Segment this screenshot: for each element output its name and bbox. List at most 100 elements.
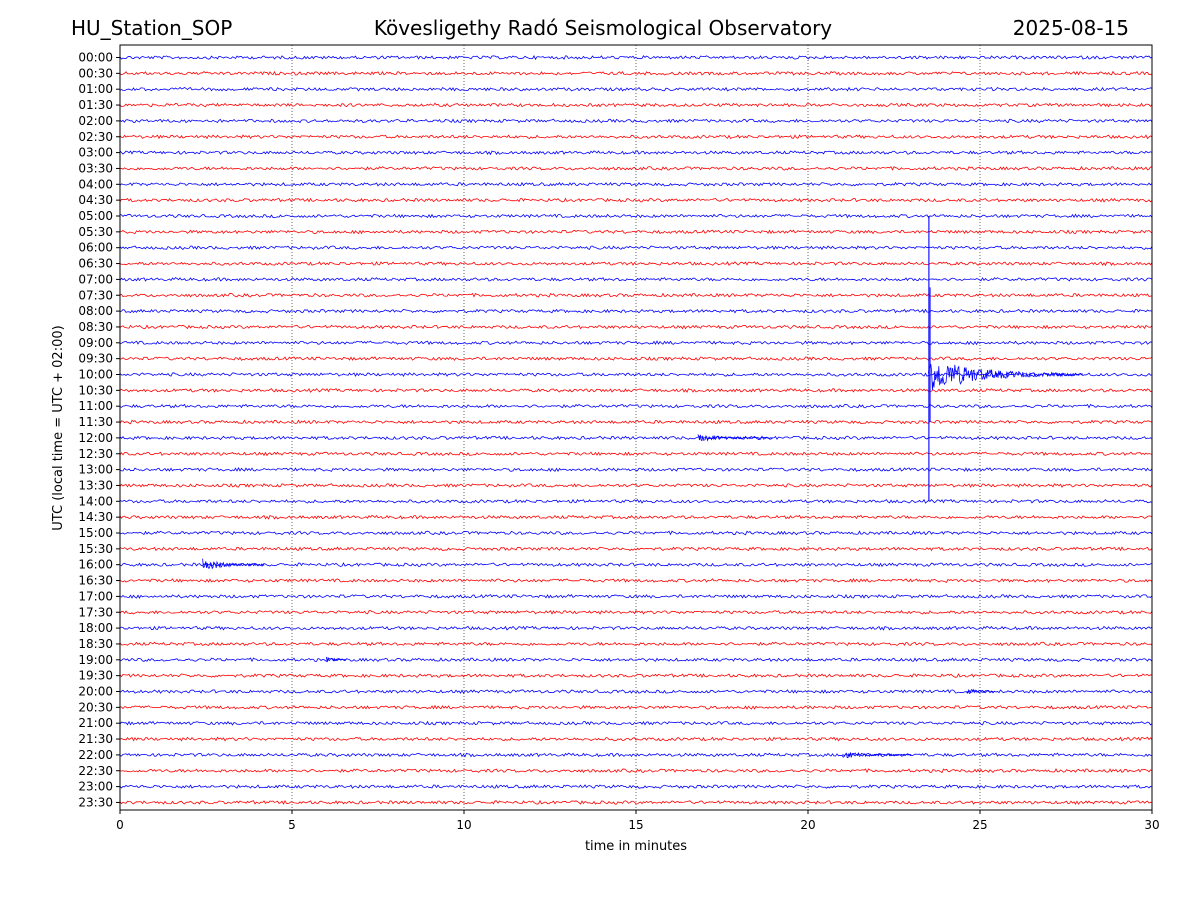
trace-line xyxy=(119,657,1153,663)
event-waveform xyxy=(966,688,994,694)
y-tick-label: 05:30 xyxy=(78,225,113,239)
trace-line xyxy=(119,720,1153,726)
trace-line xyxy=(119,736,1153,742)
y-tick-label: 18:00 xyxy=(78,621,113,635)
x-tick-label: 25 xyxy=(972,818,987,832)
trace-line xyxy=(119,577,1153,584)
y-tick-label: 16:30 xyxy=(78,574,113,588)
x-tick-label: 20 xyxy=(800,818,815,832)
y-axis-label: UTC (local time = UTC + 02:00) xyxy=(51,325,66,530)
y-tick-label: 00:00 xyxy=(78,51,113,65)
y-tick-label: 18:30 xyxy=(78,637,113,651)
trace-line xyxy=(119,372,1153,377)
y-tick-label: 04:00 xyxy=(78,177,113,191)
trace-line xyxy=(119,704,1153,710)
trace-line xyxy=(119,641,1153,647)
y-tick-label: 13:30 xyxy=(78,478,113,492)
trace-line xyxy=(119,55,1153,61)
y-tick-label: 15:30 xyxy=(78,542,113,556)
trace-line xyxy=(119,356,1153,362)
trace-line xyxy=(119,70,1153,76)
y-tick-label: 07:00 xyxy=(78,272,113,286)
trace-line xyxy=(119,593,1153,599)
y-tick-label: 09:00 xyxy=(78,336,113,350)
trace-line xyxy=(119,229,1153,235)
trace-line xyxy=(119,387,1153,393)
trace-line xyxy=(119,483,1153,488)
y-tick-label: 21:00 xyxy=(78,716,113,730)
trace-line xyxy=(119,467,1153,473)
y-tick-label: 20:30 xyxy=(78,700,113,714)
trace-line xyxy=(119,261,1153,267)
x-tick-label: 30 xyxy=(1144,818,1159,832)
y-tick-label: 02:00 xyxy=(78,114,113,128)
y-tick-label: 03:30 xyxy=(78,161,113,175)
y-tick-label: 09:30 xyxy=(78,352,113,366)
y-tick-label: 23:30 xyxy=(78,795,113,809)
trace-line xyxy=(119,562,1153,568)
x-tick-label: 10 xyxy=(456,818,471,832)
trace-line xyxy=(119,324,1153,330)
trace-line xyxy=(119,403,1153,409)
trace-line xyxy=(119,435,1153,441)
y-tick-label: 12:00 xyxy=(78,431,113,445)
y-tick-label: 19:00 xyxy=(78,653,113,667)
y-tick-label: 08:30 xyxy=(78,320,113,334)
y-tick-label: 06:30 xyxy=(78,257,113,271)
event-waveform xyxy=(202,558,265,570)
y-tick-label: 10:30 xyxy=(78,383,113,397)
trace-line xyxy=(119,546,1153,552)
y-tick-label: 14:30 xyxy=(78,510,113,524)
y-tick-label: 21:30 xyxy=(78,732,113,746)
trace-line xyxy=(119,150,1153,156)
trace-line xyxy=(119,530,1153,536)
trace-line xyxy=(119,118,1153,124)
trace-line xyxy=(119,292,1153,298)
trace-line xyxy=(119,625,1153,631)
trace-line xyxy=(119,134,1153,140)
trace-line xyxy=(119,308,1153,314)
y-tick-label: 22:30 xyxy=(78,764,113,778)
y-tick-label: 11:30 xyxy=(78,415,113,429)
trace-line xyxy=(119,784,1153,789)
y-tick-label: 12:30 xyxy=(78,447,113,461)
y-tick-label: 03:00 xyxy=(78,146,113,160)
y-tick-label: 07:30 xyxy=(78,288,113,302)
trace-line xyxy=(119,197,1153,203)
y-tick-label: 14:00 xyxy=(78,494,113,508)
trace-line xyxy=(119,86,1153,92)
y-tick-label: 17:00 xyxy=(78,589,113,603)
trace-line xyxy=(119,689,1153,694)
trace-line xyxy=(119,498,1153,504)
trace-line xyxy=(119,340,1153,346)
event-waveform xyxy=(842,752,912,759)
event-waveform xyxy=(928,364,1084,390)
y-tick-label: 08:00 xyxy=(78,304,113,318)
event-waveform xyxy=(697,434,774,442)
event-waveform xyxy=(326,656,347,663)
trace-line xyxy=(119,673,1153,679)
y-tick-label: 16:00 xyxy=(78,558,113,572)
y-tick-label: 04:30 xyxy=(78,193,113,207)
chart-title: Kövesligethy Radó Seismological Observat… xyxy=(374,16,832,40)
y-tick-label: 10:00 xyxy=(78,368,113,382)
y-tick-label: 01:00 xyxy=(78,82,113,96)
y-tick-label: 01:30 xyxy=(78,98,113,112)
trace-line xyxy=(119,276,1153,282)
y-tick-label: 23:00 xyxy=(78,780,113,794)
trace-line xyxy=(119,451,1153,457)
trace-line xyxy=(119,102,1153,108)
x-tick-label: 5 xyxy=(288,818,296,832)
station-name: HU_Station_SOP xyxy=(71,16,232,40)
chart-date: 2025-08-15 xyxy=(1013,16,1129,40)
y-tick-label: 20:00 xyxy=(78,685,113,699)
trace-line xyxy=(119,213,1153,219)
y-tick-label: 05:00 xyxy=(78,209,113,223)
y-tick-label: 15:00 xyxy=(78,526,113,540)
trace-line xyxy=(119,181,1153,187)
y-tick-label: 02:30 xyxy=(78,130,113,144)
y-tick-label: 17:30 xyxy=(78,605,113,619)
